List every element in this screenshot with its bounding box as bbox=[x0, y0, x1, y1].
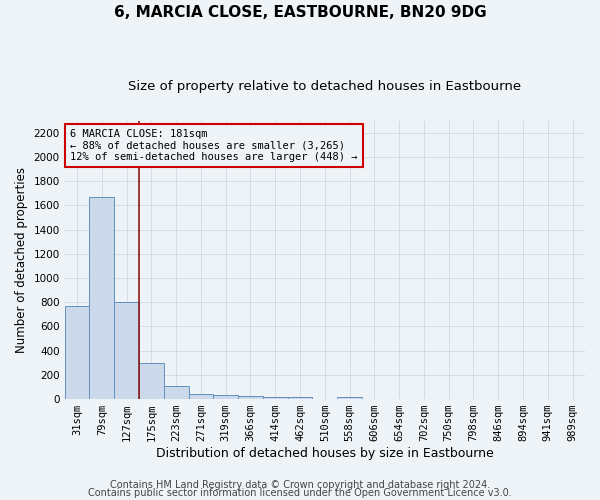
Bar bbox=[164, 386, 188, 399]
Bar bbox=[214, 396, 238, 399]
Y-axis label: Number of detached properties: Number of detached properties bbox=[15, 167, 28, 353]
Bar bbox=[337, 396, 362, 399]
Text: 6, MARCIA CLOSE, EASTBOURNE, BN20 9DG: 6, MARCIA CLOSE, EASTBOURNE, BN20 9DG bbox=[113, 5, 487, 20]
Bar bbox=[263, 396, 287, 399]
Bar bbox=[114, 302, 139, 399]
Bar bbox=[287, 396, 313, 399]
Text: Contains public sector information licensed under the Open Government Licence v3: Contains public sector information licen… bbox=[88, 488, 512, 498]
Title: Size of property relative to detached houses in Eastbourne: Size of property relative to detached ho… bbox=[128, 80, 521, 93]
Bar bbox=[65, 306, 89, 399]
Bar bbox=[238, 396, 263, 399]
Bar bbox=[139, 363, 164, 399]
X-axis label: Distribution of detached houses by size in Eastbourne: Distribution of detached houses by size … bbox=[156, 447, 494, 460]
Text: 6 MARCIA CLOSE: 181sqm
← 88% of detached houses are smaller (3,265)
12% of semi-: 6 MARCIA CLOSE: 181sqm ← 88% of detached… bbox=[70, 129, 358, 162]
Bar bbox=[89, 197, 114, 399]
Text: Contains HM Land Registry data © Crown copyright and database right 2024.: Contains HM Land Registry data © Crown c… bbox=[110, 480, 490, 490]
Bar bbox=[188, 394, 214, 399]
